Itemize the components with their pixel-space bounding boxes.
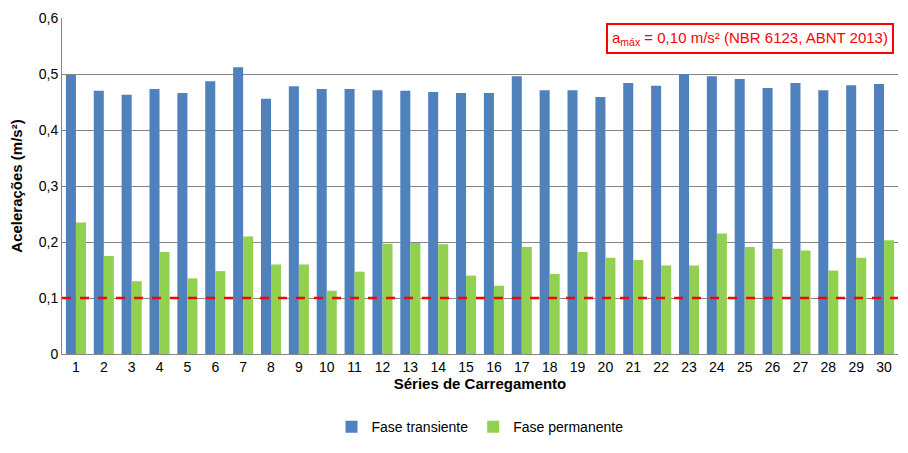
svg-text:Fase permanente: Fase permanente (513, 419, 623, 435)
svg-text:0,3: 0,3 (39, 178, 59, 194)
svg-text:29: 29 (848, 359, 864, 375)
svg-text:8: 8 (267, 359, 275, 375)
svg-text:16: 16 (486, 359, 502, 375)
svg-text:22: 22 (653, 359, 669, 375)
svg-text:12: 12 (375, 359, 391, 375)
svg-text:6: 6 (211, 359, 219, 375)
svg-text:10: 10 (319, 359, 335, 375)
svg-text:27: 27 (793, 359, 809, 375)
svg-text:Fase transiente: Fase transiente (372, 419, 469, 435)
svg-text:5: 5 (184, 359, 192, 375)
svg-text:14: 14 (430, 359, 446, 375)
svg-text:28: 28 (821, 359, 837, 375)
svg-text:Acelerações (m/s²): Acelerações (m/s²) (8, 119, 25, 252)
svg-text:7: 7 (239, 359, 247, 375)
svg-text:9: 9 (295, 359, 303, 375)
svg-text:0,2: 0,2 (39, 234, 59, 250)
svg-text:0,6: 0,6 (39, 10, 59, 26)
svg-text:11: 11 (347, 359, 362, 375)
svg-text:0,1: 0,1 (39, 290, 59, 306)
svg-text:15: 15 (458, 359, 474, 375)
svg-text:2: 2 (100, 359, 108, 375)
svg-text:21: 21 (625, 359, 641, 375)
svg-text:0,4: 0,4 (39, 122, 59, 138)
svg-text:18: 18 (542, 359, 558, 375)
svg-text:26: 26 (765, 359, 781, 375)
svg-text:19: 19 (570, 359, 586, 375)
svg-text:25: 25 (737, 359, 753, 375)
svg-text:13: 13 (403, 359, 419, 375)
svg-text:20: 20 (598, 359, 614, 375)
svg-text:0: 0 (50, 346, 58, 362)
svg-text:24: 24 (709, 359, 725, 375)
svg-text:3: 3 (128, 359, 136, 375)
svg-text:1: 1 (72, 359, 80, 375)
svg-text:17: 17 (514, 359, 530, 375)
svg-text:0,5: 0,5 (39, 66, 59, 82)
svg-text:4: 4 (156, 359, 164, 375)
svg-text:23: 23 (681, 359, 697, 375)
svg-text:30: 30 (876, 359, 892, 375)
svg-text:Séries de Carregamento: Séries de Carregamento (394, 375, 567, 392)
svg-text:a​máx​ = 0,10 m/s² (NBR 6123,: a​máx​ = 0,10 m/s² (NBR 6123, ABNT 2013) (612, 29, 888, 48)
